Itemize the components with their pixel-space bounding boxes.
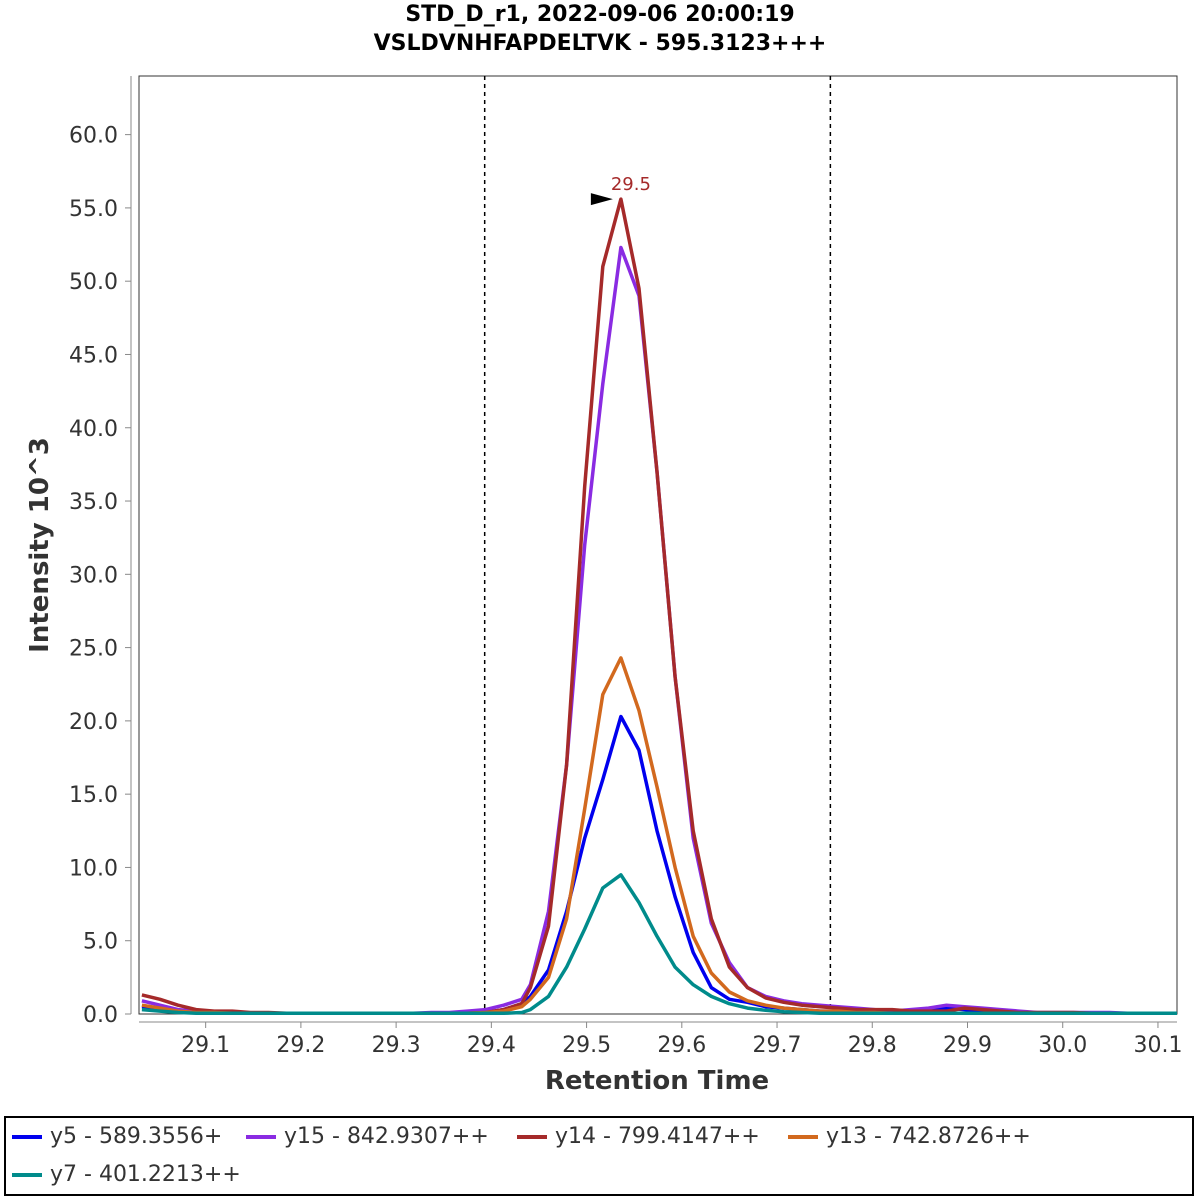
chart-subtitle: VSLDVNHFAPDELTVK - 595.3123+++ bbox=[373, 31, 827, 56]
series-line-y7 bbox=[141, 873, 1177, 1016]
y-tick-label: 10.0 bbox=[69, 856, 118, 881]
legend-item-y13[interactable]: y13 - 742.8726++ bbox=[788, 1124, 1031, 1149]
x-tick-label: 29.3 bbox=[372, 1033, 421, 1058]
x-tick-label: 29.5 bbox=[562, 1033, 611, 1058]
x-tick-label: 30.1 bbox=[1133, 1033, 1182, 1058]
legend-item-y15[interactable]: y15 - 842.9307++ bbox=[246, 1124, 489, 1149]
peak-annotation-label: 29.5 bbox=[611, 174, 651, 195]
series-lines bbox=[141, 197, 1177, 1016]
legend: y5 - 589.3556+ y15 - 842.9307++ y14 - 79… bbox=[4, 1116, 1194, 1196]
y-tick-label: 60.0 bbox=[69, 124, 118, 149]
y-axis: 0.0 5.0 10.0 15.0 20.0 25.0 30.0 35.0 40.0 45.0 50… bbox=[69, 76, 132, 1028]
legend-item-y7[interactable]: y7 - 401.2213++ bbox=[12, 1162, 241, 1187]
legend-label: y13 - 742.8726++ bbox=[826, 1124, 1031, 1149]
x-tick-label: 29.1 bbox=[181, 1033, 230, 1058]
legend-label: y5 - 589.3556+ bbox=[50, 1124, 223, 1149]
peak-annotation-group: 29.5 bbox=[590, 174, 651, 206]
legend-swatch bbox=[12, 1134, 42, 1139]
y-tick-label: 35.0 bbox=[69, 490, 118, 515]
y-tick-label: 30.0 bbox=[69, 563, 118, 588]
y-tick-label: 40.0 bbox=[69, 417, 118, 442]
x-axis: 29.1 29.2 29.3 29.4 29.5 29.6 29.7 29.8 29.9 30.0… bbox=[139, 1021, 1182, 1058]
legend-item-y5[interactable]: y5 - 589.3556+ bbox=[12, 1124, 222, 1149]
y-tick-label: 50.0 bbox=[69, 270, 118, 295]
y-tick-label: 0.0 bbox=[83, 1003, 118, 1028]
y-tick-label: 20.0 bbox=[69, 710, 118, 735]
legend-label: y7 - 401.2213++ bbox=[50, 1162, 241, 1187]
x-tick-label: 29.6 bbox=[657, 1033, 706, 1058]
legend-label: y15 - 842.9307++ bbox=[284, 1124, 489, 1149]
y-axis-label: Intensity 10^3 bbox=[25, 437, 55, 653]
peak-marker-arrow bbox=[590, 193, 613, 206]
legend-item-y14[interactable]: y14 - 799.4147++ bbox=[517, 1124, 760, 1149]
chromatogram-plot: 0.0 5.0 10.0 15.0 20.0 25.0 30.0 35.0 40.0 45.0 50… bbox=[25, 75, 1182, 1096]
y-tick-label: 5.0 bbox=[83, 930, 118, 955]
legend-swatch bbox=[12, 1172, 42, 1177]
y-tick-label: 55.0 bbox=[69, 197, 118, 222]
x-axis-label: Retention Time bbox=[545, 1066, 769, 1096]
y-tick-label: 15.0 bbox=[69, 783, 118, 808]
x-tick-label: 29.8 bbox=[848, 1033, 897, 1058]
x-tick-label: 30.0 bbox=[1038, 1033, 1087, 1058]
x-tick-label: 29.4 bbox=[467, 1033, 516, 1058]
x-tick-label: 29.7 bbox=[753, 1033, 802, 1058]
legend-swatch bbox=[246, 1134, 276, 1139]
y-tick-label: 25.0 bbox=[69, 637, 118, 662]
legend-swatch bbox=[788, 1134, 818, 1139]
x-tick-label: 29.9 bbox=[943, 1033, 992, 1058]
x-tick-label: 29.2 bbox=[276, 1033, 325, 1058]
y-tick-label: 45.0 bbox=[69, 343, 118, 368]
chart-title: STD_D_r1, 2022-09-06 20:00:19 bbox=[405, 2, 795, 27]
legend-label: y14 - 799.4147++ bbox=[555, 1124, 760, 1149]
legend-swatch bbox=[517, 1134, 547, 1139]
plot-area-frame bbox=[138, 75, 1178, 1015]
